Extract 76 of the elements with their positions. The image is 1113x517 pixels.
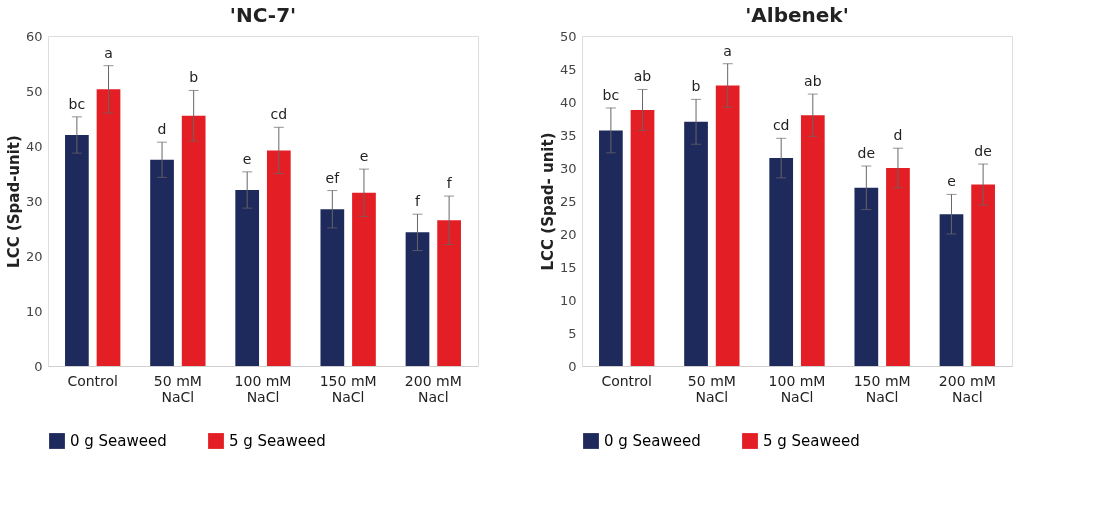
bar xyxy=(971,184,995,366)
annotation: d xyxy=(893,127,903,144)
legend-label: 5 g Seaweed xyxy=(763,432,860,450)
y-tick-label: 25 xyxy=(559,193,577,209)
y-tick-label: 0 xyxy=(34,358,43,374)
legend-label: 0 g Seaweed xyxy=(604,432,701,450)
y-tick-label: 30 xyxy=(25,193,43,209)
bar xyxy=(320,209,345,366)
y-tick-label: 40 xyxy=(559,94,577,110)
y-tick-label: 5 xyxy=(568,325,577,341)
annotation: ab xyxy=(633,68,652,85)
x-tick-label: Control xyxy=(67,372,119,389)
x-tick-label: 150 mM NaCl xyxy=(319,372,377,405)
annotation: ef xyxy=(325,169,341,186)
x-tick-label: 200 mM Nacl xyxy=(938,372,996,405)
bar xyxy=(886,168,910,366)
bar xyxy=(800,115,825,366)
annotation: de xyxy=(974,143,992,160)
annotation: b xyxy=(691,78,701,95)
y-tick-label: 50 xyxy=(25,83,43,99)
annotation: ab xyxy=(804,73,822,90)
bar xyxy=(96,89,121,366)
annotation: cd xyxy=(772,117,790,134)
bar xyxy=(352,192,376,366)
annotation: a xyxy=(104,44,113,61)
annotation: cd xyxy=(270,106,288,123)
bar xyxy=(854,187,879,366)
y-tick-label: 30 xyxy=(559,160,577,176)
y-tick-label: 60 xyxy=(25,28,43,44)
x-tick-label: Control xyxy=(601,372,653,389)
bar xyxy=(65,135,89,366)
bar xyxy=(769,158,794,366)
annotation: e xyxy=(359,148,369,165)
annotation: f xyxy=(446,175,453,192)
bar xyxy=(630,109,655,366)
y-tick-label: 10 xyxy=(559,292,577,308)
chart-title: 'Albenek' xyxy=(745,3,849,27)
x-tick-label: 50 mM NaCl xyxy=(687,372,736,405)
chart-title: 'NC-7' xyxy=(229,3,297,27)
annotation: e xyxy=(947,173,956,190)
annotation: bc xyxy=(602,86,620,103)
x-tick-label: 100 mM NaCl xyxy=(234,372,292,405)
bar xyxy=(437,220,461,366)
y-tick-label: 20 xyxy=(25,248,43,264)
y-tick-label: 0 xyxy=(568,358,577,374)
annotation: e xyxy=(242,150,252,167)
y-tick-label: 45 xyxy=(559,61,577,77)
annotation: a xyxy=(723,42,732,59)
y-axis-title: LCC (Spad- unit) xyxy=(538,132,557,271)
bar xyxy=(150,159,174,366)
annotation: de xyxy=(857,145,876,162)
y-tick-label: 20 xyxy=(559,226,577,242)
x-tick-label: 50 mM NaCl xyxy=(153,372,202,405)
x-tick-label: 100 mM NaCl xyxy=(768,372,826,405)
y-tick-label: 50 xyxy=(559,28,577,44)
bar xyxy=(405,232,430,366)
annotation: b xyxy=(189,69,199,86)
bar xyxy=(235,190,260,366)
y-tick-label: 15 xyxy=(559,259,577,275)
bar xyxy=(715,85,740,366)
bar xyxy=(181,115,206,366)
y-tick-label: 10 xyxy=(25,303,43,319)
x-tick-label: 200 mM Nacl xyxy=(404,372,462,405)
bar xyxy=(939,214,964,366)
y-tick-label: 40 xyxy=(25,138,43,154)
legend-label: 0 g Seaweed xyxy=(70,432,167,450)
annotation: d xyxy=(157,121,167,138)
annotation: bc xyxy=(68,95,86,112)
bar xyxy=(266,150,291,366)
annotation: f xyxy=(415,193,422,210)
y-tick-label: 35 xyxy=(559,127,577,143)
bar xyxy=(684,121,708,366)
x-tick-label: 150 mM NaCl xyxy=(853,372,911,405)
y-axis-title: LCC (Spad-unit) xyxy=(4,135,23,268)
bar xyxy=(599,130,623,366)
legend-label: 5 g Seaweed xyxy=(229,432,326,450)
